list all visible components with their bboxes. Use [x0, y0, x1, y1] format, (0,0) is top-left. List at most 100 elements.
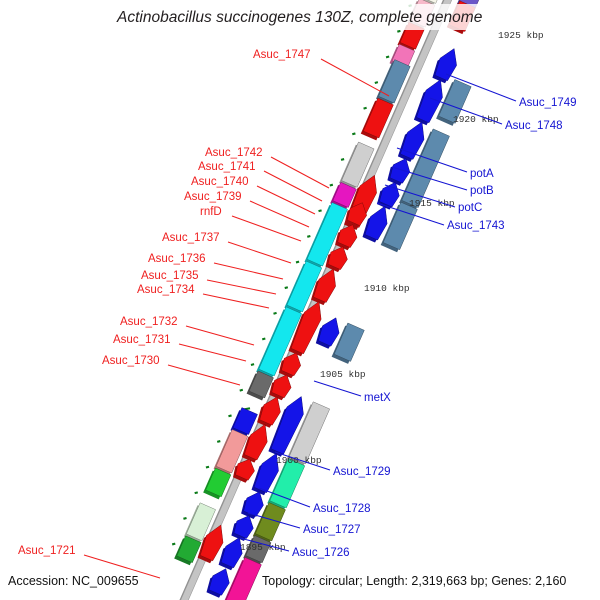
ruler-tick-mark-minor-20 — [183, 516, 187, 520]
gene-forward-5[interactable] — [286, 260, 323, 313]
gene-label-asuc_1743[interactable]: Asuc_1743 — [447, 220, 505, 232]
gene-label-asuc_1747[interactable]: Asuc_1747 — [253, 49, 311, 61]
gene-label-leader-rev-9 — [247, 512, 301, 529]
gene-reverse-1[interactable] — [416, 79, 443, 124]
gene-label-leader-rev-2 — [396, 147, 468, 173]
gene-forward-10[interactable] — [205, 467, 232, 498]
gene-label-leader-fwd-13 — [83, 554, 161, 579]
gene-label-leader-fwd-1 — [270, 156, 330, 189]
gene-partial-2[interactable] — [420, 0, 449, 4]
gene-reverse-outer-7[interactable] — [245, 535, 272, 564]
gene-forward-arrow-2[interactable] — [337, 224, 358, 248]
ruler-tick-label-5: 1900 kbp — [276, 455, 322, 466]
gene-reverse-outer-2[interactable] — [382, 201, 418, 251]
ruler-tick-mark-minor-16 — [228, 414, 232, 418]
ruler-tick-mark-minor-0 — [408, 4, 412, 8]
gene-label-leader-fwd-7 — [213, 262, 284, 280]
gene-label-leader-rev-3 — [391, 166, 468, 191]
gene-label-asuc_1731[interactable]: Asuc_1731 — [113, 334, 171, 346]
gene-label-asuc_1728[interactable]: Asuc_1728 — [313, 503, 371, 515]
gene-forward-0[interactable] — [378, 59, 411, 104]
gene-label-leader-fwd-12 — [167, 364, 241, 386]
gene-label-asuc_1729[interactable]: Asuc_1729 — [333, 466, 391, 478]
ruler-tick-mark-minor-12 — [273, 311, 277, 315]
gene-label-leader-fwd-11 — [178, 343, 247, 362]
gene-label-leader-fwd-5 — [231, 215, 302, 242]
gene-forward-11[interactable] — [186, 502, 216, 542]
ruler-tick-label-1: 1920 kbp — [453, 114, 499, 125]
ruler-tick-mark-minor-11 — [284, 286, 289, 290]
gene-label-leader-rev-6 — [313, 380, 362, 397]
gene-reverse-11[interactable] — [220, 537, 243, 569]
gene-reverse-2[interactable] — [400, 121, 425, 160]
ruler-tick-mark-minor-19 — [194, 491, 199, 495]
ruler-tick-mark-minor-2 — [385, 55, 390, 59]
gene-label-asuc_1734[interactable]: Asuc_1734 — [137, 284, 195, 296]
gene-forward-arrow-1[interactable] — [347, 202, 367, 226]
gene-forward-arrow-5[interactable] — [290, 301, 322, 355]
ruler-tick-mark-minor-8 — [318, 209, 322, 213]
gene-reverse-8[interactable] — [253, 452, 279, 494]
gene-forward-arrow-6[interactable] — [281, 352, 301, 377]
gene-forward-arrow-10[interactable] — [235, 458, 255, 481]
ruler-tick-mark-minor-1 — [397, 29, 401, 33]
gene-label-leader-fwd-8 — [206, 279, 277, 295]
gene-label-asuc_1748[interactable]: Asuc_1748 — [505, 120, 563, 132]
gene-forward-1[interactable] — [362, 97, 394, 139]
gene-label-pota[interactable]: potA — [470, 168, 494, 180]
gene-label-asuc_1741[interactable]: Asuc_1741 — [198, 161, 256, 173]
gene-forward-arrow-7[interactable] — [271, 374, 292, 399]
gene-label-asuc_1739[interactable]: Asuc_1739 — [184, 191, 242, 203]
gene-reverse-outer-8[interactable] — [225, 557, 262, 600]
gene-label-leader-fwd-0 — [320, 58, 390, 97]
gene-label-asuc_1740[interactable]: Asuc_1740 — [191, 176, 249, 188]
gene-label-asuc_1727[interactable]: Asuc_1727 — [303, 524, 361, 536]
gene-forward-arrow-11[interactable] — [199, 524, 224, 562]
ruler-tick-mark-minor-5 — [352, 132, 356, 136]
gene-label-asuc_1742[interactable]: Asuc_1742 — [205, 147, 263, 159]
gene-forward-2[interactable] — [341, 141, 375, 188]
gene-reverse-12[interactable] — [208, 568, 230, 596]
gene-reverse-3[interactable] — [389, 158, 411, 184]
gene-reverse-6[interactable] — [318, 317, 340, 347]
gene-forward-arrow-3[interactable] — [327, 246, 348, 270]
gene-forward-8[interactable] — [232, 407, 258, 435]
gene-reverse-5[interactable] — [364, 205, 388, 241]
gene-label-asuc_1721[interactable]: Asuc_1721 — [18, 545, 76, 557]
ruler-tick-mark-minor-14 — [250, 363, 255, 367]
gene-label-potc[interactable]: potC — [458, 202, 482, 214]
gene-label-leader-rev-4 — [384, 184, 456, 208]
gene-reverse-10[interactable] — [233, 515, 254, 539]
gene-label-asuc_1732[interactable]: Asuc_1732 — [120, 316, 178, 328]
ruler-tick-mark-minor-18 — [205, 465, 210, 469]
gene-reverse-outer-0[interactable] — [438, 79, 472, 124]
gene-label-metx[interactable]: metX — [364, 392, 391, 404]
gene-forward-arrow-9[interactable] — [244, 423, 268, 461]
gene-label-asuc_1735[interactable]: Asuc_1735 — [141, 270, 199, 282]
gene-forward-4[interactable] — [306, 202, 348, 267]
gene-label-rnfd[interactable]: rnfD — [200, 206, 222, 218]
gene-label-leader-fwd-10 — [185, 325, 255, 346]
gene-forward-6[interactable] — [258, 306, 303, 377]
gene-label-asuc_1737[interactable]: Asuc_1737 — [162, 232, 220, 244]
gene-label-asuc_1749[interactable]: Asuc_1749 — [519, 97, 577, 109]
gene-label-potb[interactable]: potB — [470, 185, 494, 197]
gene-forward-arrow-8[interactable] — [259, 396, 281, 426]
gene-label-leader-rev-8 — [258, 487, 311, 508]
gene-forward-arrow-4[interactable] — [313, 268, 336, 303]
ruler-tick-label-0: 1925 kbp — [498, 30, 544, 41]
gene-forward-7[interactable] — [248, 370, 274, 399]
gene-label-asuc_1730[interactable]: Asuc_1730 — [102, 355, 160, 367]
gene-reverse-outer-3[interactable] — [333, 322, 365, 362]
gene-forward-12[interactable] — [176, 535, 202, 564]
gene-forward-9[interactable] — [215, 429, 249, 474]
gene-label-asuc_1736[interactable]: Asuc_1736 — [148, 253, 206, 265]
ruler-tick-label-3: 1910 kbp — [364, 283, 410, 294]
gene-label-asuc_1726[interactable]: Asuc_1726 — [292, 547, 350, 559]
gene-forward-3[interactable] — [332, 181, 357, 208]
gene-reverse-outer-6[interactable] — [255, 502, 286, 542]
gene-reverse-outer-1[interactable] — [401, 128, 450, 208]
gene-reverse-7[interactable] — [270, 396, 304, 455]
gene-reverse-0[interactable] — [434, 48, 457, 82]
